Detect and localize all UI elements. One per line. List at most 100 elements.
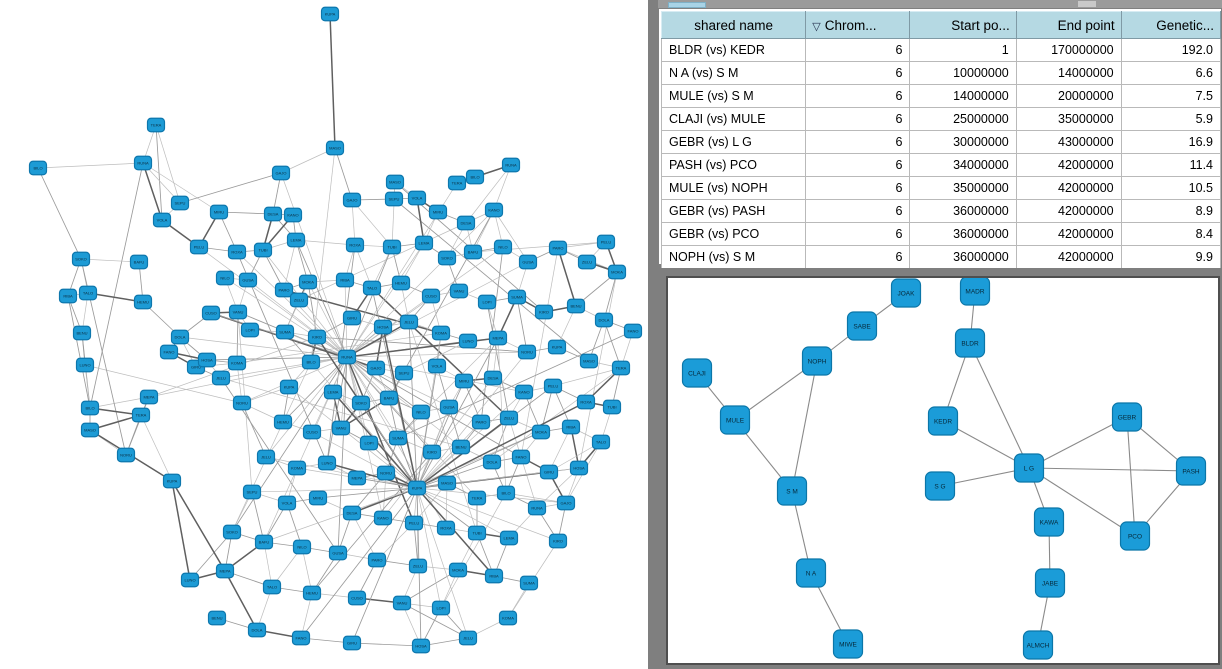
network-node-almch[interactable]: ALMCH bbox=[1022, 630, 1054, 660]
network-node[interactable]: TUBI bbox=[382, 239, 402, 255]
table-cell[interactable]: N A (vs) S M bbox=[660, 61, 807, 85]
network-node[interactable]: LUNO bbox=[317, 455, 337, 471]
column-header-shared-name[interactable]: shared name bbox=[660, 11, 807, 39]
overview-network-canvas[interactable]: KUPA MASO TERA BILO RUNA GAJO SEPU VOLA MIRU DESA… bbox=[0, 0, 648, 669]
network-node[interactable]: MEPA bbox=[488, 330, 508, 346]
network-node-noph[interactable]: NOPH bbox=[801, 346, 833, 376]
network-node[interactable]: HOSA bbox=[411, 638, 431, 654]
network-node[interactable]: JELU bbox=[211, 370, 231, 386]
network-node[interactable]: VOLA bbox=[427, 358, 447, 374]
scrollbar-thumb[interactable] bbox=[1078, 1, 1096, 7]
network-node[interactable]: KANO bbox=[283, 207, 303, 223]
table-cell[interactable]: 6 bbox=[805, 84, 911, 108]
network-node[interactable]: ZELU bbox=[577, 254, 597, 270]
network-node[interactable]: SUMA bbox=[507, 289, 527, 305]
network-node[interactable]: PELU bbox=[404, 515, 424, 531]
network-node[interactable]: GIRU bbox=[539, 464, 559, 480]
network-node[interactable]: MOKA bbox=[298, 274, 318, 290]
network-node[interactable]: LOPI bbox=[359, 435, 379, 451]
network-node[interactable]: GUSA bbox=[238, 272, 258, 288]
table-cell[interactable]: MULE (vs) S M bbox=[660, 84, 807, 108]
network-node-gebr[interactable]: GEBR bbox=[1111, 402, 1143, 432]
network-node[interactable]: BAFU bbox=[129, 254, 149, 270]
table-row[interactable]: CLAJI (vs) MULE 6 25000000 35000000 5.9 bbox=[660, 107, 1222, 131]
network-node[interactable]: MEPA bbox=[215, 563, 235, 579]
network-node[interactable]: NILO bbox=[493, 239, 513, 255]
network-node[interactable]: KOMA bbox=[227, 355, 247, 371]
network-node[interactable]: NORU bbox=[116, 447, 136, 463]
table-cell[interactable]: 6 bbox=[805, 176, 911, 200]
network-node[interactable]: KIRO bbox=[422, 444, 442, 460]
network-node[interactable]: PARO bbox=[548, 240, 568, 256]
network-node[interactable]: MOKA bbox=[531, 424, 551, 440]
table-cell[interactable]: GEBR (vs) L G bbox=[660, 130, 807, 154]
network-node[interactable]: MOKA bbox=[448, 562, 468, 578]
network-node[interactable]: HEMU bbox=[273, 414, 293, 430]
network-node[interactable]: TALO bbox=[78, 285, 98, 301]
table-cell[interactable]: 42000000 bbox=[1016, 153, 1122, 177]
network-node[interactable]: BENU bbox=[566, 298, 586, 314]
network-node[interactable]: BILO bbox=[28, 160, 48, 176]
network-node[interactable]: TUBI bbox=[602, 399, 622, 415]
network-node[interactable]: KOMA bbox=[498, 610, 518, 626]
network-node[interactable]: GAJO bbox=[271, 165, 291, 181]
table-cell[interactable]: 192.0 bbox=[1121, 38, 1222, 62]
network-node[interactable]: DOLA bbox=[247, 622, 267, 638]
network-node[interactable]: CUSO bbox=[347, 590, 367, 606]
network-node[interactable]: BAFU bbox=[463, 244, 483, 260]
network-node[interactable]: KANO bbox=[373, 510, 393, 526]
network-node-sabe[interactable]: SABE bbox=[846, 311, 878, 341]
network-node[interactable]: NILO bbox=[292, 539, 312, 555]
network-node-sg[interactable]: S G bbox=[924, 471, 956, 501]
network-node[interactable]: NORU bbox=[376, 465, 396, 481]
network-node-sm[interactable]: S M bbox=[776, 476, 808, 506]
network-node[interactable]: ZELU bbox=[289, 292, 309, 308]
table-cell[interactable]: 6 bbox=[805, 153, 911, 177]
network-node[interactable]: DOLA bbox=[170, 329, 190, 345]
table-cell[interactable]: 6 bbox=[805, 38, 911, 62]
network-node[interactable]: SEPU bbox=[384, 191, 404, 207]
table-cell[interactable]: 6 bbox=[805, 130, 911, 154]
network-node[interactable]: KUPA bbox=[407, 480, 427, 496]
network-node[interactable]: VOLA bbox=[277, 495, 297, 511]
network-node[interactable]: RIBA bbox=[58, 288, 78, 304]
network-node[interactable]: BILO bbox=[301, 354, 321, 370]
network-node[interactable]: PARO bbox=[471, 414, 491, 430]
network-node-pash[interactable]: PASH bbox=[1175, 456, 1207, 486]
network-node[interactable]: DESA bbox=[456, 215, 476, 231]
network-node[interactable]: LUNO bbox=[458, 333, 478, 349]
network-node[interactable]: FANO bbox=[291, 630, 311, 646]
network-node-miwe[interactable]: MIWE bbox=[832, 629, 864, 659]
column-header-start-po-[interactable]: Start po... bbox=[909, 11, 1017, 39]
network-node[interactable]: TERA bbox=[131, 407, 151, 423]
table-cell[interactable]: BLDR (vs) KEDR bbox=[660, 38, 807, 62]
network-node[interactable]: PELU bbox=[596, 234, 616, 250]
network-node[interactable]: TUBI bbox=[253, 242, 273, 258]
network-node[interactable]: TALO bbox=[262, 579, 282, 595]
network-node[interactable]: KUPA bbox=[162, 473, 182, 489]
network-node-kawa[interactable]: KAWA bbox=[1033, 507, 1065, 537]
network-node[interactable]: DOLA bbox=[482, 454, 502, 470]
table-cell[interactable]: 42000000 bbox=[1016, 245, 1122, 269]
network-node[interactable]: VANU bbox=[392, 595, 412, 611]
network-node[interactable]: LEMA bbox=[499, 530, 519, 546]
table-cell[interactable]: 42000000 bbox=[1016, 176, 1122, 200]
network-node[interactable]: VANU bbox=[228, 304, 248, 320]
table-cell[interactable]: 36000000 bbox=[909, 199, 1017, 223]
table-cell[interactable]: NOPH (vs) S M bbox=[660, 245, 807, 269]
network-node[interactable]: BAFU bbox=[379, 390, 399, 406]
network-node-jabe[interactable]: JABE bbox=[1034, 568, 1066, 598]
table-cell[interactable]: 42000000 bbox=[1016, 199, 1122, 223]
network-node[interactable]: GUSA bbox=[328, 545, 348, 561]
network-node[interactable]: BAFU bbox=[254, 534, 274, 550]
network-node-madr[interactable]: MADR bbox=[959, 278, 991, 306]
table-row[interactable]: GEBR (vs) PASH 6 36000000 42000000 8.9 bbox=[660, 199, 1222, 223]
network-node[interactable]: ROXA bbox=[436, 520, 456, 536]
network-node[interactable]: KIRO bbox=[307, 329, 327, 345]
network-node[interactable]: MEPA bbox=[347, 470, 367, 486]
network-node[interactable]: VANU bbox=[331, 420, 351, 436]
network-node[interactable]: LUNO bbox=[180, 572, 200, 588]
network-node[interactable]: MIRU bbox=[209, 204, 229, 220]
network-node-joak[interactable]: JOAK bbox=[890, 278, 922, 308]
table-row[interactable]: GEBR (vs) L G 6 30000000 43000000 16.9 bbox=[660, 130, 1222, 154]
